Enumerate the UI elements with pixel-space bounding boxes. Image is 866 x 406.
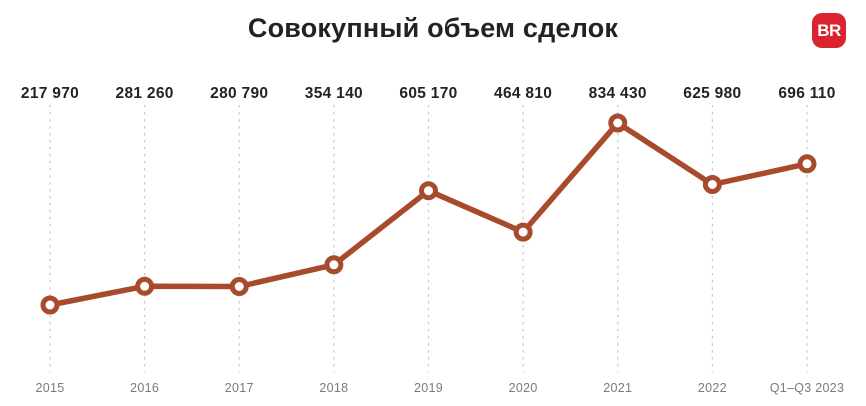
data-point (135, 276, 155, 296)
value-label: 464 810 (494, 85, 552, 102)
value-label: 217 970 (21, 85, 79, 102)
value-label: 354 140 (305, 85, 363, 102)
year-label: 2020 (509, 381, 538, 395)
line-chart: 217 970 281 260 280 790 354 140 605 170 464 8… (21, 85, 845, 395)
data-point (608, 113, 628, 133)
brand-logo-text: BR (817, 20, 841, 40)
year-label: 2021 (603, 381, 632, 395)
value-label: 605 170 (399, 85, 457, 102)
data-point (229, 277, 249, 296)
year-label: 2017 (225, 381, 254, 395)
value-label: 625 980 (683, 85, 741, 102)
chart-title: Совокупный объем сделок (247, 13, 619, 43)
value-label: 280 790 (210, 85, 268, 102)
series-line (47, 120, 810, 308)
data-point (513, 222, 533, 242)
year-label: 2022 (698, 381, 727, 395)
data-point (419, 181, 438, 201)
year-label: Q1–Q3 2023 (770, 381, 845, 395)
year-label: 2019 (414, 381, 443, 395)
value-label: 834 430 (589, 85, 647, 102)
brand-logo: BR (812, 13, 846, 48)
data-point (40, 295, 60, 315)
year-label: 2015 (35, 381, 64, 395)
data-point (702, 175, 722, 194)
value-label: 281 260 (116, 85, 174, 102)
year-label: 2018 (319, 381, 348, 395)
data-point (324, 255, 344, 275)
value-label: 696 110 (778, 85, 835, 102)
data-point (797, 154, 817, 174)
year-label: 2016 (130, 381, 159, 395)
